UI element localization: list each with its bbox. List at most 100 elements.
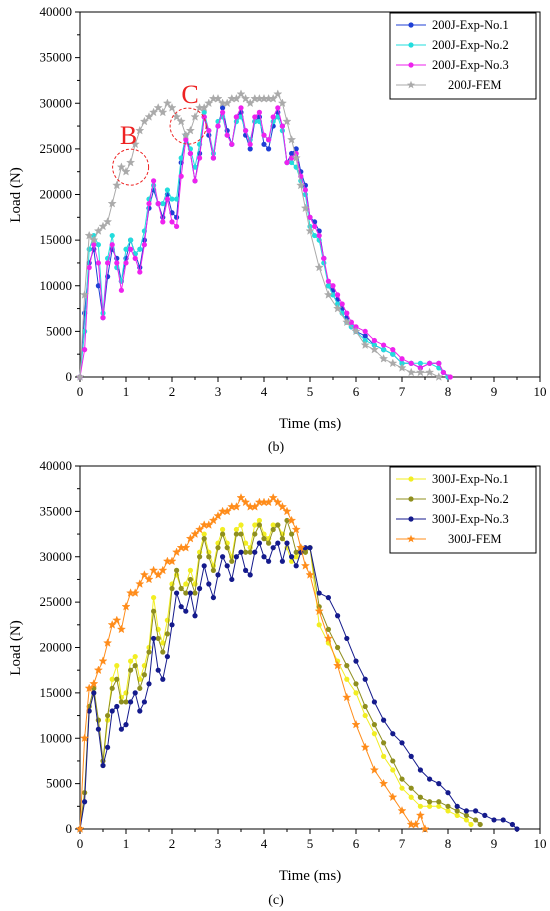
data-point — [473, 817, 479, 823]
data-point — [406, 367, 416, 377]
x-tick-label: 10 — [534, 384, 547, 399]
data-point — [379, 778, 389, 788]
data-point — [369, 765, 379, 774]
data-point — [213, 511, 223, 520]
data-point — [273, 497, 283, 507]
chart-panel-0: 0 1 2 3 4 5 6 7 8 9 10 0 5000 10000 15000 20000 25000 300… — [8, 4, 547, 455]
series-300J-Exp-No.2 — [77, 517, 483, 832]
series-300J-FEM — [75, 493, 430, 833]
data-point — [256, 109, 262, 115]
data-point — [174, 196, 180, 202]
x-tick-label: 8 — [445, 836, 452, 851]
data-point — [238, 105, 244, 111]
data-point — [243, 128, 249, 134]
x-tick-label: 10 — [534, 836, 547, 851]
data-point — [141, 672, 147, 678]
data-point — [153, 570, 163, 579]
data-point — [158, 107, 168, 117]
data-point — [146, 644, 152, 651]
data-point — [146, 649, 152, 655]
data-point — [238, 522, 244, 528]
legend: 300J-Exp-No.1 300J-Exp-No.2 300J-Exp-No.3 3… — [389, 466, 537, 554]
data-point — [296, 542, 306, 552]
data-point — [220, 531, 226, 537]
x-tick-label: 2 — [169, 836, 176, 851]
data-point — [82, 799, 88, 805]
data-point — [98, 221, 108, 231]
data-point — [187, 576, 193, 583]
data-point — [445, 803, 451, 809]
data-point — [279, 536, 285, 542]
data-point — [371, 731, 377, 737]
data-point — [325, 594, 331, 601]
data-point — [187, 567, 193, 573]
legend-label: 200J-Exp-No.1 — [432, 18, 509, 32]
data-point — [151, 608, 157, 614]
data-point — [293, 563, 299, 569]
data-point — [293, 549, 299, 555]
data-point — [100, 762, 106, 769]
data-point — [241, 497, 251, 507]
data-point — [118, 694, 124, 701]
data-point — [261, 141, 267, 147]
data-point — [206, 581, 212, 587]
data-point — [500, 817, 506, 823]
data-point — [411, 819, 421, 829]
data-point — [183, 608, 189, 614]
data-point — [408, 785, 414, 791]
data-point — [408, 753, 414, 760]
data-point — [427, 803, 433, 809]
data-point — [245, 98, 255, 108]
data-point — [128, 667, 134, 673]
data-point — [509, 821, 515, 828]
data-point — [397, 806, 407, 815]
data-point — [316, 622, 322, 628]
data-point — [266, 146, 272, 152]
data-point — [210, 567, 216, 573]
data-point — [220, 109, 226, 115]
data-point — [103, 217, 113, 226]
data-point — [436, 799, 442, 805]
x-tick-label: 3 — [215, 836, 222, 851]
data-point — [187, 590, 193, 596]
data-point — [302, 545, 308, 551]
data-point — [300, 203, 310, 213]
legend: 200J-Exp-No.1 200J-Exp-No.2 200J-Exp-No.3 2… — [389, 12, 537, 100]
data-point — [371, 337, 377, 344]
data-point — [123, 260, 129, 266]
data-point — [342, 692, 352, 702]
data-point — [181, 130, 191, 140]
data-point — [454, 803, 460, 809]
data-point — [323, 633, 333, 643]
data-point — [473, 808, 479, 814]
data-point — [379, 354, 389, 363]
data-point — [477, 821, 483, 828]
data-point — [390, 347, 396, 353]
data-point — [229, 141, 235, 147]
data-point — [105, 744, 111, 750]
data-point — [241, 93, 251, 103]
data-point — [80, 733, 90, 743]
data-point — [277, 502, 287, 511]
data-point — [210, 594, 216, 601]
data-point — [220, 526, 226, 533]
data-point — [247, 141, 253, 147]
x-tick-label: 9 — [491, 384, 498, 399]
data-point — [236, 89, 246, 98]
data-point — [109, 242, 115, 248]
data-point — [282, 116, 292, 126]
data-point — [482, 812, 488, 818]
data-point — [362, 703, 368, 710]
data-point — [160, 676, 166, 682]
data-point — [123, 722, 129, 728]
data-point — [130, 139, 140, 149]
data-point — [197, 585, 203, 592]
data-point — [82, 347, 88, 353]
data-point — [454, 808, 460, 814]
data-point — [201, 531, 207, 537]
data-point — [284, 540, 290, 546]
data-point — [114, 663, 120, 669]
data-point — [128, 246, 134, 252]
data-point — [135, 579, 145, 588]
legend-label: 200J-Exp-No.2 — [432, 38, 509, 52]
